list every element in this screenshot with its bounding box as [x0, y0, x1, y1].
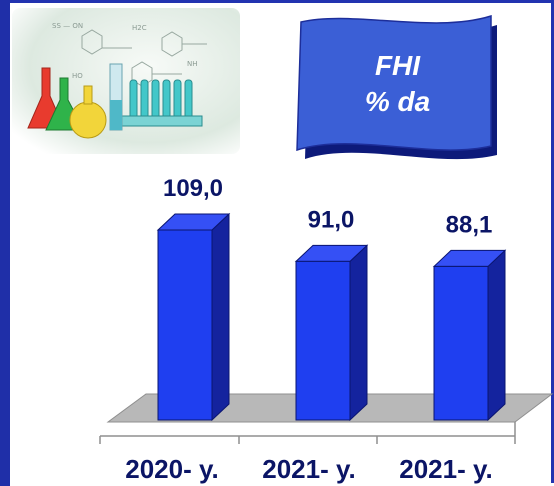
banner-title: FHI — [374, 50, 421, 81]
data-label: 109,0 — [163, 175, 223, 202]
bar-side — [349, 244, 368, 422]
x-tick-label: 2021- y. — [399, 454, 492, 484]
bar — [432, 249, 507, 422]
bar — [156, 212, 231, 422]
bar-front — [295, 260, 351, 421]
x-tick-label: 2020- y. — [125, 454, 218, 484]
fhi-banner: FHI % da — [295, 12, 500, 160]
bar-side — [211, 212, 230, 422]
data-label: 91,0 — [308, 206, 355, 233]
bar-front — [157, 229, 213, 421]
svg-text:H2C: H2C — [132, 24, 147, 32]
chemistry-glassware-image: SS — ON H2C NH HO — [12, 8, 240, 154]
left-accent-strip — [0, 0, 10, 486]
x-tick-label: 2021- y. — [262, 454, 355, 484]
bar-front — [433, 265, 489, 421]
banner-subtitle: % da — [364, 86, 431, 117]
svg-text:SS — ON: SS — ON — [52, 22, 83, 30]
svg-text:HO: HO — [72, 72, 83, 80]
bar-side — [487, 249, 506, 422]
svg-text:NH: NH — [187, 60, 198, 68]
data-label: 88,1 — [446, 211, 493, 238]
bar — [294, 244, 369, 422]
